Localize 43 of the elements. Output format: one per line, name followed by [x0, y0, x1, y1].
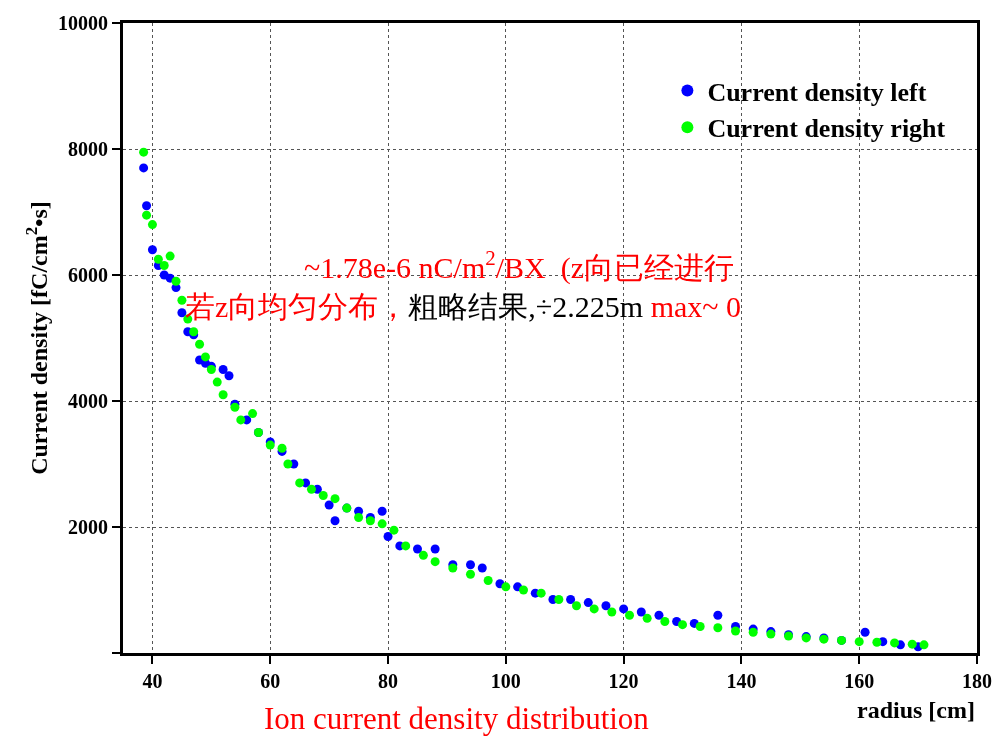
annotation: 粗略结果,÷2.225m	[408, 290, 644, 323]
point	[224, 371, 234, 381]
y-tick-label: 2000	[68, 516, 108, 538]
x-tick-label: 180	[962, 670, 992, 692]
point	[412, 544, 422, 554]
point	[330, 516, 340, 526]
point	[583, 598, 593, 608]
point	[601, 601, 611, 611]
legend-label: Current density right	[707, 114, 946, 144]
x-tick-label: 100	[490, 670, 521, 692]
point	[713, 610, 723, 620]
annotation: max~ 0	[650, 290, 742, 323]
annotation: ~1.78e-6 nC/m$^{2}$/BX (z向已经进行	[304, 246, 735, 285]
y-tick-label: 8000	[68, 138, 108, 160]
point	[860, 627, 870, 637]
point	[477, 563, 487, 573]
point	[147, 245, 157, 255]
point	[654, 610, 664, 620]
point	[218, 365, 228, 374]
point	[636, 607, 646, 617]
point	[383, 531, 393, 541]
point	[377, 506, 387, 516]
y-tick-label: 6000	[68, 264, 108, 286]
x-tick-label: 160	[844, 670, 875, 692]
annotation: 若z向均匀分布，	[185, 290, 409, 323]
x-tick-label: 40	[142, 670, 163, 692]
point	[142, 201, 152, 211]
y-tick-label: 4000	[68, 390, 108, 412]
x-tick-label: 140	[726, 670, 757, 692]
y-tick-label: 10000	[58, 12, 108, 34]
x-tick-label: 80	[378, 670, 399, 692]
legend-label: Current density left	[707, 77, 927, 107]
point	[324, 500, 334, 510]
x-tick-label: 60	[260, 670, 281, 692]
text: Ion current density distribution	[264, 701, 650, 736]
x-axis-title: radius [cm]	[857, 697, 975, 723]
point	[430, 544, 440, 554]
point	[465, 560, 475, 570]
point	[566, 594, 576, 604]
point	[619, 604, 629, 614]
x-tick-label: 120	[608, 670, 639, 692]
point	[177, 308, 187, 318]
point	[139, 163, 149, 173]
